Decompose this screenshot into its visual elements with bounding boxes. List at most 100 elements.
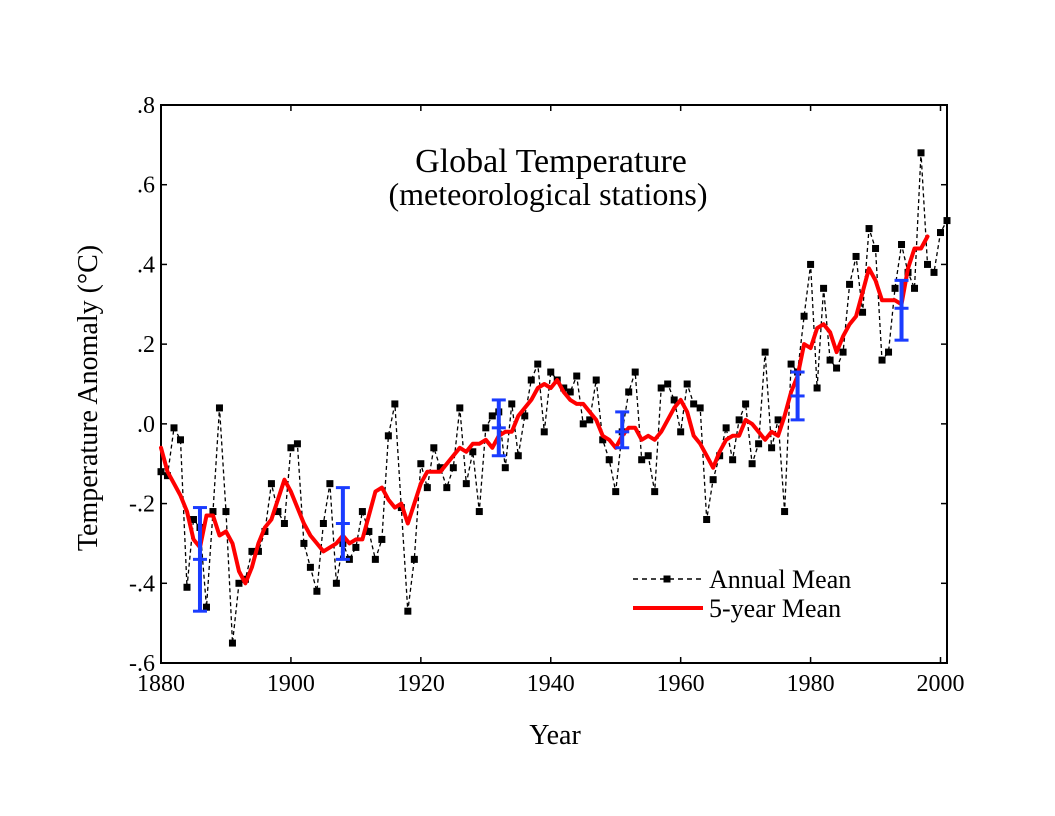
annual-mean-point [696,404,704,412]
annual-mean-point [326,480,334,488]
annual-mean-point [404,607,412,615]
annual-mean-point [423,484,431,492]
x-tick-label: 1960 [657,671,705,697]
annual-mean-point [748,460,756,468]
annual-mean-point [924,260,932,268]
annual-mean-point [761,348,769,356]
legend-annual-label: Annual Mean [709,565,851,594]
x-tick-label: 1940 [527,671,575,697]
y-tick-label: -.6 [129,651,155,677]
annual-mean-point [657,384,665,392]
annual-mean-point [690,400,698,408]
x-axis-label: Year [529,720,581,751]
annual-mean-point [319,520,327,527]
annual-mean-point [534,360,542,368]
annual-mean-point [599,436,607,444]
annual-mean-point [807,260,815,268]
annual-mean-point [332,579,340,587]
y-tick-label: .2 [137,332,155,358]
annual-mean-point [742,400,750,408]
annual-mean-point [482,424,490,432]
annual-mean-point [683,380,691,388]
annual-mean-point [189,516,197,524]
annual-mean-point [813,384,821,392]
annual-mean-point [846,280,854,288]
annual-mean-point [300,539,308,547]
annual-mean-point [729,456,737,464]
annual-mean-point [774,416,782,424]
plot-frame [160,104,948,664]
annual-mean-point [430,444,438,452]
annual-mean-point [768,444,776,452]
annual-mean-point [865,225,873,233]
annual-mean-point [215,404,223,412]
annual-mean-point [722,424,730,432]
annual-mean-point [709,476,717,484]
annual-mean-point [488,412,496,420]
y-tick-label: .4 [137,252,155,278]
annual-mean-point [462,480,470,488]
y-tick-label: -.4 [129,571,155,597]
annual-mean-point [228,639,236,647]
annual-mean-point [579,420,587,428]
annual-mean-point [898,241,906,248]
annual-mean-point [852,252,860,260]
annual-mean-point [287,444,295,452]
annual-mean-point [878,356,886,364]
legend: Annual Mean 5-year Mean [633,565,851,623]
annual-mean-point [417,460,425,468]
annual-mean-point [358,508,366,516]
annual-mean-point [826,356,834,364]
y-tick-label: .0 [137,412,155,438]
annual-mean-point [202,603,210,611]
annual-mean-point [514,452,522,460]
annual-mean-point [293,440,301,448]
annual-mean-point [859,308,867,316]
annual-mean-point [456,404,464,412]
annual-mean-point [566,388,574,396]
annual-mean-point [443,484,451,492]
annual-mean-point [891,284,899,292]
chart-subtitle: (meteorological stations) [388,176,707,212]
error-bar [790,370,805,422]
annual-mean-point [943,217,951,225]
x-tick-label: 1880 [137,671,185,697]
error-bar [491,398,506,458]
annual-mean-point [664,380,672,388]
annual-mean-point [547,368,555,376]
annual-mean-point [651,488,659,496]
annual-mean-point [157,468,165,476]
annual-mean-point [469,448,477,456]
annual-mean-point [872,244,880,252]
annual-mean-point [573,372,581,380]
annual-mean-point [371,555,379,563]
five-year-mean-series [159,234,930,586]
annual-mean-point [839,348,847,356]
annual-mean-point [183,583,191,591]
annual-mean-point [677,428,685,436]
annual-mean-point [436,464,444,472]
annual-mean-point [352,543,360,551]
annual-mean-point [521,412,529,420]
annual-mean-point [222,508,230,516]
y-tick-label: -.2 [129,492,155,518]
annual-mean-point [885,348,893,356]
annual-mean-point [280,520,288,527]
legend-five-year-label: 5-year Mean [709,594,841,623]
y-tick-label: .6 [137,173,155,199]
chart-title: Global Temperature [415,143,687,180]
annual-mean-point [449,464,457,472]
annual-mean-point [391,400,399,408]
annual-mean-point [820,284,828,292]
annual-mean-point [787,360,795,368]
annual-mean-point [703,516,711,524]
annual-mean-point [586,416,594,424]
annual-mean-point [365,527,373,535]
annual-mean-point [267,480,275,488]
annual-mean-point [800,312,808,320]
annual-mean-point [176,436,184,444]
annual-mean-point [527,376,535,384]
y-axis-ticks: -.6 -.4 -.2 .0 .2 .4 .6 .8 [129,93,947,677]
